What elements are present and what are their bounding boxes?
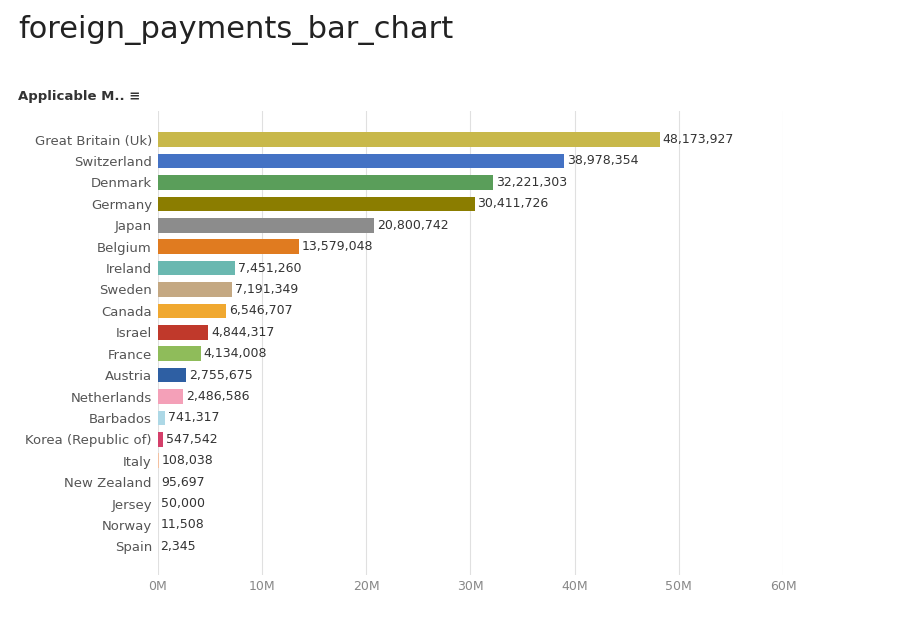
Bar	[158, 197, 474, 211]
Text: 32,221,303: 32,221,303	[496, 176, 568, 189]
Bar	[158, 303, 226, 318]
Bar	[158, 239, 299, 254]
Text: 2,755,675: 2,755,675	[189, 368, 253, 381]
Bar	[158, 389, 184, 404]
Bar	[158, 175, 493, 190]
Bar	[158, 432, 163, 447]
Bar	[158, 218, 374, 232]
Text: 48,173,927: 48,173,927	[662, 133, 734, 146]
Text: 30,411,726: 30,411,726	[478, 197, 549, 210]
Text: 4,134,008: 4,134,008	[203, 347, 267, 360]
Bar	[158, 368, 186, 383]
Bar	[158, 325, 208, 339]
Text: foreign_payments_bar_chart: foreign_payments_bar_chart	[18, 15, 454, 46]
Text: 6,546,707: 6,546,707	[229, 305, 292, 318]
Text: 50,000: 50,000	[161, 497, 205, 510]
Text: 108,038: 108,038	[161, 454, 213, 467]
Bar	[158, 282, 232, 297]
Text: 7,191,349: 7,191,349	[236, 283, 299, 296]
Bar	[158, 347, 201, 361]
Text: 4,844,317: 4,844,317	[211, 326, 274, 339]
Text: 741,317: 741,317	[168, 412, 220, 425]
Bar	[158, 261, 235, 276]
Text: 2,345: 2,345	[160, 540, 196, 553]
Text: 2,486,586: 2,486,586	[186, 390, 250, 403]
Text: 11,508: 11,508	[160, 519, 204, 531]
Text: 38,978,354: 38,978,354	[567, 154, 638, 167]
Text: 13,579,048: 13,579,048	[302, 240, 374, 253]
Text: 7,451,260: 7,451,260	[238, 261, 302, 274]
Text: 20,800,742: 20,800,742	[377, 219, 449, 232]
Bar	[158, 132, 660, 147]
Bar	[158, 410, 166, 425]
Text: 547,542: 547,542	[166, 433, 218, 446]
Text: Applicable M.. ≡: Applicable M.. ≡	[18, 90, 140, 103]
Bar	[158, 154, 563, 168]
Text: 95,697: 95,697	[161, 476, 205, 489]
